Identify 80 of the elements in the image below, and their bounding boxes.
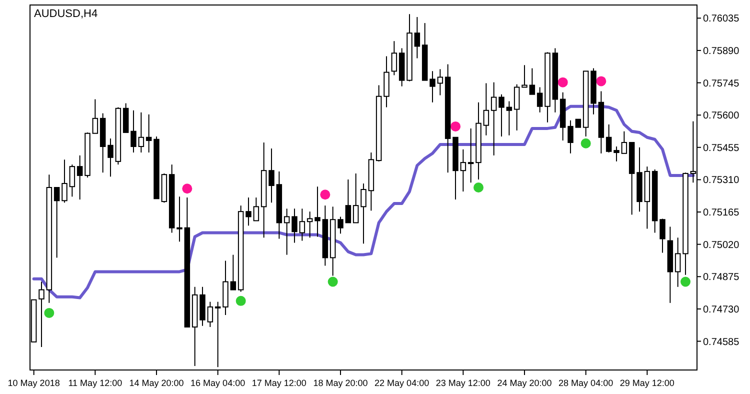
candlestick bbox=[536, 86, 543, 113]
candlestick bbox=[246, 197, 252, 226]
candlestick bbox=[299, 208, 306, 242]
candlestick bbox=[522, 64, 528, 88]
point bbox=[450, 121, 460, 132]
candlestick bbox=[414, 16, 420, 59]
candlestick bbox=[214, 301, 221, 368]
candlestick bbox=[176, 196, 182, 242]
point bbox=[474, 182, 484, 192]
y-tick-label: 0.75745 bbox=[703, 78, 740, 90]
candlestick bbox=[314, 186, 320, 238]
point bbox=[182, 184, 192, 194]
candlestick bbox=[292, 208, 298, 244]
candlestick bbox=[146, 114, 152, 154]
y-tick-label: 0.75310 bbox=[703, 175, 740, 186]
candlestick bbox=[284, 208, 290, 256]
point bbox=[680, 276, 690, 287]
y-tick-label: 0.75020 bbox=[703, 240, 740, 251]
candlestick bbox=[38, 281, 44, 348]
candlestick bbox=[62, 159, 68, 204]
candlestick bbox=[568, 120, 574, 154]
candlestick bbox=[230, 254, 236, 290]
point bbox=[558, 77, 568, 88]
candlestick bbox=[498, 94, 504, 137]
x-tick-label: 14 May 20:00 bbox=[129, 378, 184, 388]
candlestick bbox=[606, 124, 612, 154]
candlestick bbox=[506, 100, 512, 136]
candlestick bbox=[437, 68, 444, 96]
candlestick bbox=[614, 146, 620, 162]
candlestick bbox=[54, 187, 60, 258]
candlestick bbox=[345, 178, 352, 224]
candlestick bbox=[130, 110, 136, 154]
y-tick-label: 0.75165 bbox=[703, 208, 740, 219]
chart-title: AUDUSD,H4 bbox=[34, 8, 98, 20]
candlestick bbox=[268, 148, 274, 204]
point bbox=[44, 308, 54, 318]
y-tick-label: 0.76035 bbox=[703, 14, 740, 25]
x-tick-label: 23 May 12:00 bbox=[436, 378, 490, 388]
y-tick-label: 0.75600 bbox=[703, 110, 740, 122]
candlestick bbox=[360, 182, 366, 244]
x-tick-label: 28 May 04:00 bbox=[558, 378, 614, 388]
candlestick bbox=[391, 40, 398, 76]
candlestick bbox=[621, 130, 628, 154]
y-tick-label: 0.74585 bbox=[703, 336, 740, 348]
point bbox=[236, 296, 246, 306]
x-tick-label: 11 May 12:00 bbox=[68, 378, 122, 388]
candlestick bbox=[253, 197, 260, 222]
point bbox=[580, 138, 591, 148]
x-tick-label: 29 May 12:00 bbox=[620, 378, 674, 388]
candlestick bbox=[490, 82, 497, 156]
x-tick-label: 22 May 04:00 bbox=[374, 378, 430, 388]
x-tick-label: 10 May 2018 bbox=[8, 378, 60, 388]
candlestick bbox=[529, 68, 536, 95]
candlestick bbox=[352, 172, 359, 224]
candlestick bbox=[338, 216, 344, 234]
candlestick bbox=[306, 211, 313, 238]
x-tick-label: 24 May 20:00 bbox=[497, 378, 552, 388]
y-tick-label: 0.75455 bbox=[703, 142, 740, 154]
x-tick-label: 17 May 12:00 bbox=[252, 378, 306, 388]
candlestick bbox=[483, 82, 490, 136]
x-tick-label: 16 May 04:00 bbox=[190, 378, 246, 388]
y-tick-label: 0.75890 bbox=[703, 46, 740, 57]
x-tick-label: 18 May 20:00 bbox=[313, 378, 368, 388]
point bbox=[320, 190, 330, 200]
candlestick bbox=[468, 128, 474, 184]
point bbox=[328, 276, 338, 287]
y-tick-label: 0.74875 bbox=[703, 272, 740, 284]
candlestick bbox=[76, 154, 83, 200]
candlestick bbox=[430, 70, 436, 103]
candlestick bbox=[460, 148, 466, 192]
point bbox=[596, 76, 606, 86]
candlestick bbox=[514, 84, 520, 131]
candlestick bbox=[660, 218, 666, 254]
y-tick-label: 0.74730 bbox=[703, 304, 740, 316]
candlestick bbox=[674, 237, 681, 288]
candlestick bbox=[138, 112, 144, 154]
candlestick bbox=[108, 138, 114, 178]
candlestick bbox=[207, 301, 214, 328]
candlestick bbox=[69, 164, 76, 198]
candlestick bbox=[92, 98, 98, 134]
